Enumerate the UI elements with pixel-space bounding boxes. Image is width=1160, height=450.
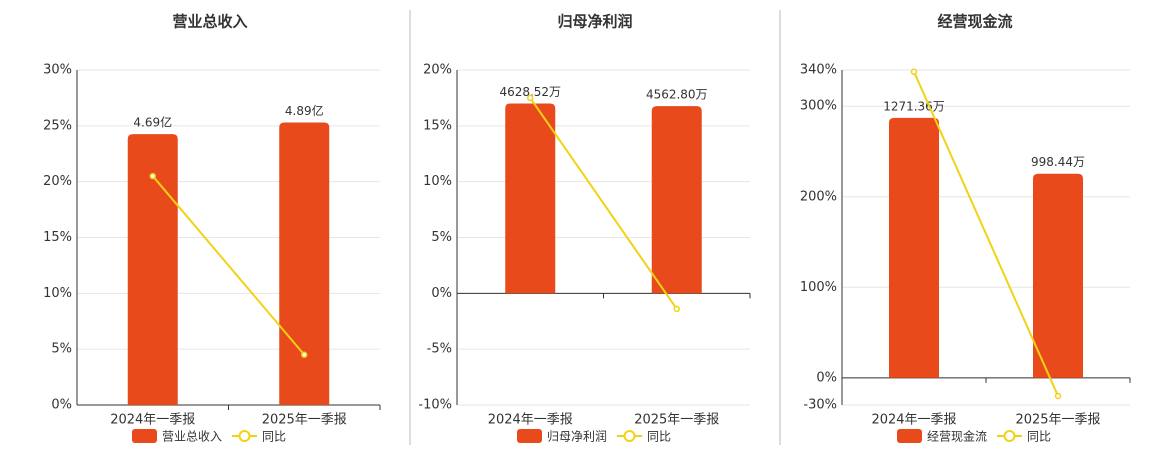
x-tick-label: 2024年一季报 bbox=[110, 413, 195, 428]
x-tick-label: 2025年一季报 bbox=[262, 413, 347, 428]
y-tick-label: 5% bbox=[51, 342, 72, 357]
y-tick-label: 25% bbox=[43, 118, 72, 133]
data-label: 4.69亿 bbox=[133, 115, 172, 130]
x-tick-label: 2025年一季报 bbox=[1015, 413, 1100, 428]
y-tick-label: 30% bbox=[43, 63, 72, 78]
bar bbox=[127, 134, 178, 406]
data-label: 4.89亿 bbox=[285, 103, 324, 118]
data-label: 4562.80万 bbox=[646, 88, 708, 102]
legend-swatch bbox=[132, 429, 157, 443]
y-tick-label: 200% bbox=[800, 189, 837, 204]
line bbox=[151, 175, 306, 356]
chart-title: 营业总收入 bbox=[172, 13, 247, 31]
legend-marker bbox=[238, 430, 251, 442]
legend-marker bbox=[623, 430, 636, 442]
legend-label: 经营现金流 bbox=[927, 429, 987, 444]
y-tick-label: 20% bbox=[423, 63, 452, 78]
x-tick-label: 2024年一季报 bbox=[871, 413, 956, 428]
legend-marker bbox=[1003, 430, 1016, 442]
y-tick-label: -10% bbox=[418, 398, 452, 413]
bar bbox=[651, 106, 702, 294]
line-point bbox=[1054, 392, 1062, 400]
data-label: 998.44万 bbox=[1031, 155, 1085, 169]
y-tick-label: 20% bbox=[43, 174, 72, 189]
y-tick-label: 100% bbox=[800, 280, 837, 295]
y-tick-label: 10% bbox=[43, 286, 72, 301]
line-point bbox=[149, 172, 156, 180]
bar bbox=[279, 122, 330, 405]
y-tick-label: -30% bbox=[803, 398, 837, 413]
line-point bbox=[527, 94, 534, 102]
y-tick-label: 0% bbox=[431, 286, 452, 301]
legend-label: 归母净利润 bbox=[547, 430, 607, 444]
y-tick-label: 0% bbox=[51, 398, 72, 413]
legend-swatch bbox=[897, 429, 922, 443]
bar bbox=[1033, 173, 1083, 378]
y-tick-label: 300% bbox=[800, 99, 837, 114]
legend-label: 同比 bbox=[262, 430, 286, 444]
y-tick-label: -5% bbox=[427, 342, 452, 357]
legend-swatch bbox=[517, 429, 542, 443]
line-point bbox=[910, 68, 918, 76]
line bbox=[529, 97, 678, 310]
data-label: 4628.52万 bbox=[499, 85, 561, 99]
line-point bbox=[301, 351, 308, 358]
y-tick-label: 0% bbox=[816, 370, 837, 385]
y-tick-label: 340% bbox=[800, 63, 837, 78]
line bbox=[913, 71, 1059, 397]
data-label: 1271.36万 bbox=[883, 99, 945, 113]
legend-label: 同比 bbox=[647, 430, 671, 444]
x-tick-label: 2025年一季报 bbox=[634, 413, 719, 428]
legend-label: 营业总收入 bbox=[162, 430, 222, 444]
bar bbox=[889, 117, 939, 378]
x-tick-label: 2024年一季报 bbox=[488, 413, 573, 428]
y-tick-label: 15% bbox=[423, 118, 452, 133]
y-tick-label: 10% bbox=[423, 174, 452, 189]
chart-title: 经营现金流 bbox=[937, 13, 1012, 31]
y-tick-label: 15% bbox=[43, 230, 72, 245]
line-point bbox=[673, 305, 680, 313]
chart-title: 归母净利润 bbox=[557, 13, 632, 31]
bar bbox=[505, 103, 556, 294]
legend-label: 同比 bbox=[1027, 430, 1051, 444]
y-tick-label: 5% bbox=[431, 230, 452, 245]
